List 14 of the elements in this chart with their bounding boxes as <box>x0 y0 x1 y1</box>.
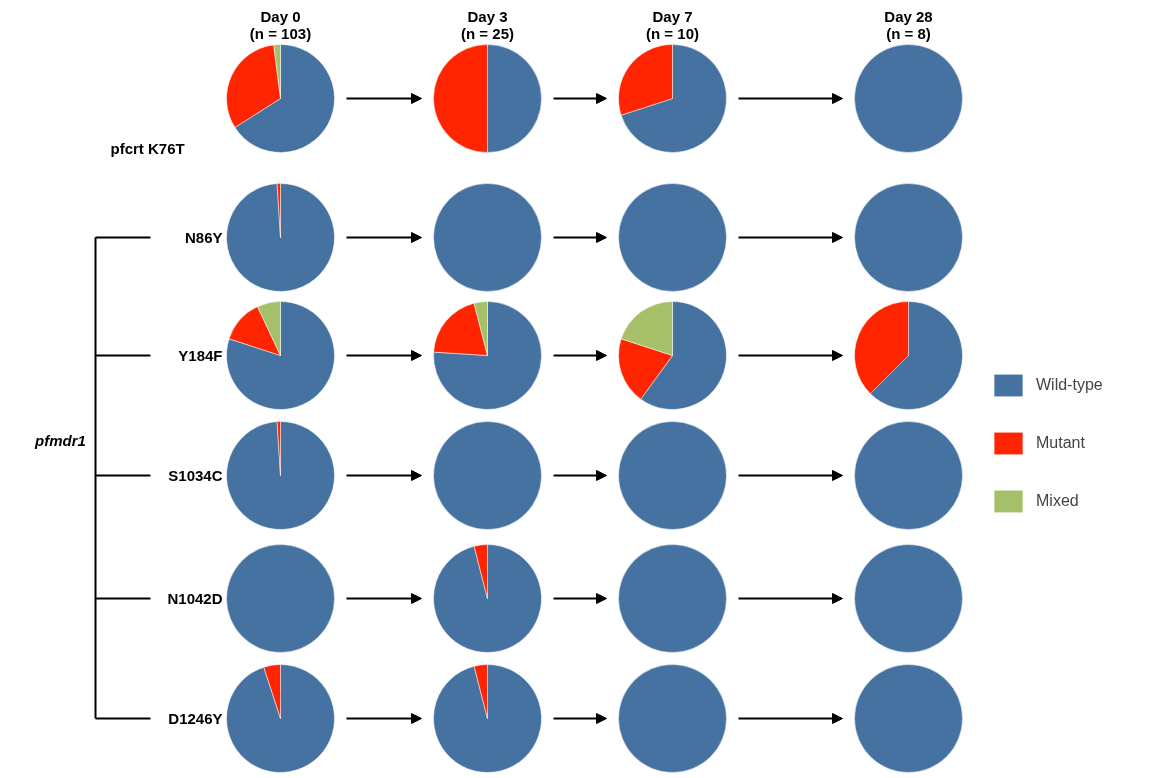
chart-title: Day 0 (n = 103) <box>249 7 312 42</box>
legend-label: Mutant <box>1036 434 1085 452</box>
text: S1034C <box>168 467 223 484</box>
text: N86Y <box>184 229 223 246</box>
legend-label: Mixed <box>1036 492 1079 510</box>
text: N1042D <box>167 590 223 607</box>
chart-title: Day 7 (n = 10) <box>646 7 699 42</box>
text: Y184F <box>178 347 223 364</box>
legend-label: Wild-type <box>1036 376 1103 394</box>
text: D1246Y <box>168 710 223 727</box>
text: pfcrt K76T <box>110 140 185 157</box>
text: pfmdr1 <box>34 432 86 449</box>
chart-title: Day 3 (n = 25) <box>461 7 514 42</box>
chart-title: Day 28 (n = 8) <box>884 7 933 42</box>
